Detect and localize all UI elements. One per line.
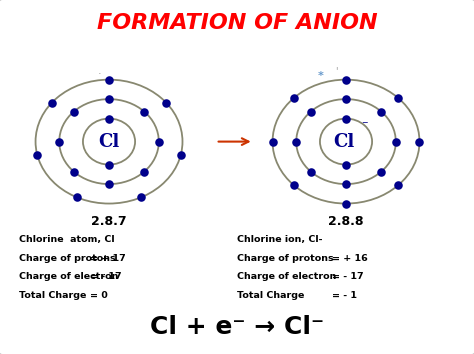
Point — [292, 139, 300, 144]
Text: Cl: Cl — [99, 133, 119, 150]
Point — [70, 109, 78, 114]
Text: Total Charge: Total Charge — [237, 291, 304, 299]
Point — [290, 95, 298, 101]
Point — [416, 139, 423, 144]
Text: Charge of electron: Charge of electron — [19, 272, 118, 281]
Text: = 0: = 0 — [90, 291, 108, 299]
Point — [163, 100, 170, 106]
Text: = + 17: = + 17 — [90, 254, 126, 263]
Text: ⁻: ⁻ — [361, 119, 367, 132]
Text: ': ' — [335, 66, 338, 76]
Point — [342, 162, 350, 167]
Text: 2.8.7: 2.8.7 — [91, 215, 127, 228]
Text: Charge of protons: Charge of protons — [19, 254, 116, 263]
Point — [137, 195, 145, 200]
Point — [73, 195, 81, 200]
Point — [342, 116, 350, 121]
Text: 2.8.8: 2.8.8 — [328, 215, 364, 228]
Point — [105, 116, 113, 121]
Text: Charge of electron: Charge of electron — [237, 272, 337, 281]
Point — [55, 139, 63, 144]
Point — [140, 169, 148, 175]
Point — [342, 77, 350, 82]
Point — [392, 139, 400, 144]
Text: Cl + e⁻ → Cl⁻: Cl + e⁻ → Cl⁻ — [150, 315, 324, 339]
Point — [342, 201, 350, 206]
Point — [140, 109, 148, 114]
Text: Cl: Cl — [333, 133, 354, 150]
Point — [377, 109, 385, 114]
Text: .: . — [98, 66, 101, 76]
Text: Chlorine  atom, Cl: Chlorine atom, Cl — [19, 235, 115, 244]
Point — [377, 169, 385, 175]
Point — [290, 183, 298, 188]
Text: Charge of protons: Charge of protons — [237, 254, 334, 263]
Point — [70, 169, 78, 175]
Point — [394, 95, 402, 101]
Point — [307, 109, 315, 114]
Point — [105, 162, 113, 167]
Point — [177, 153, 184, 158]
Text: = - 17: = - 17 — [332, 272, 364, 281]
Point — [105, 77, 113, 82]
Text: Chlorine ion, Cl-: Chlorine ion, Cl- — [237, 235, 322, 244]
Point — [342, 96, 350, 102]
Text: = - 1: = - 1 — [332, 291, 357, 299]
Point — [105, 96, 113, 102]
Point — [269, 139, 276, 144]
Point — [48, 100, 55, 106]
Point — [342, 181, 350, 187]
Text: = + 16: = + 16 — [332, 254, 367, 263]
Point — [105, 181, 113, 187]
Text: = - 17: = - 17 — [90, 272, 122, 281]
Text: FORMATION OF ANION: FORMATION OF ANION — [97, 13, 377, 33]
Point — [155, 139, 163, 144]
Point — [394, 183, 402, 188]
Text: Total Charge: Total Charge — [19, 291, 86, 299]
Point — [307, 169, 315, 175]
Point — [34, 153, 41, 158]
Text: *: * — [318, 70, 324, 81]
